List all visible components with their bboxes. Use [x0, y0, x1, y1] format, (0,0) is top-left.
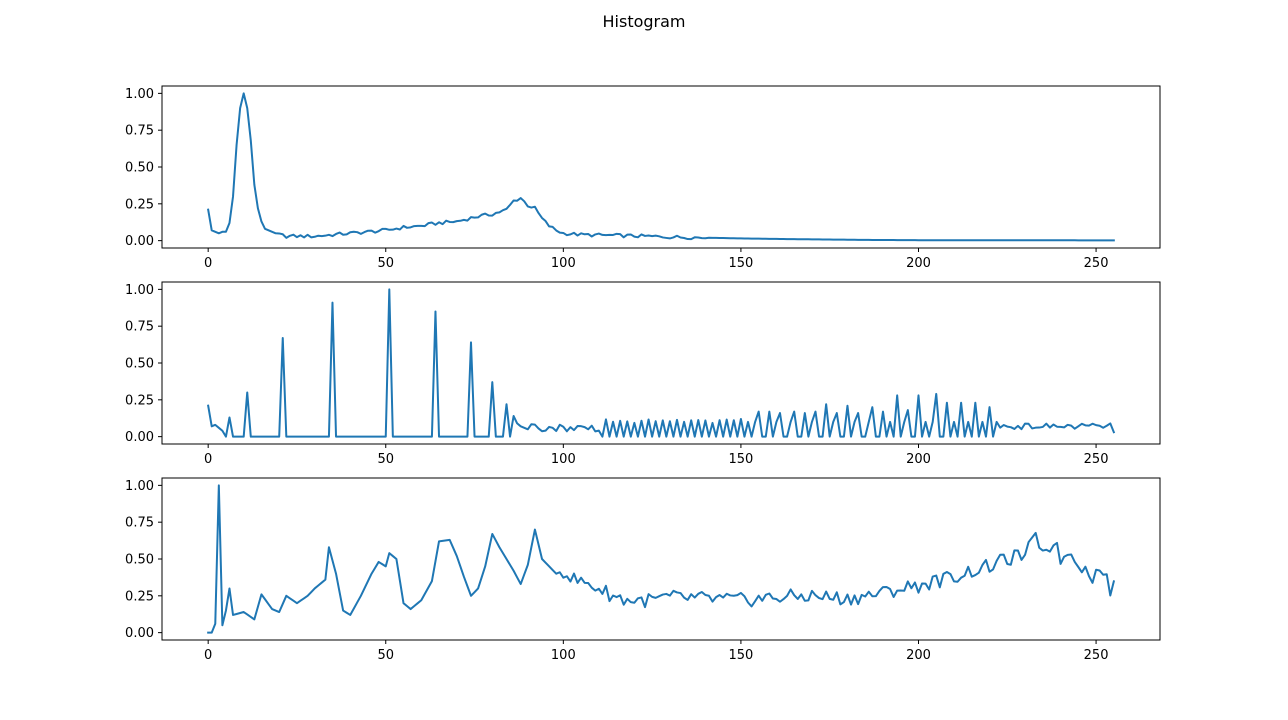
subplot-1: 0 50 100 150 200 250 0.00 0.25 0.50 0.75 1.00 [125, 85, 1161, 271]
subplots: 0 50 100 150 200 250 0.00 0.25 0.50 0.75 1.00 0 50 10… [125, 85, 1161, 663]
x-tick-label: 50 [377, 648, 394, 663]
y-tick-label: 0.00 [125, 234, 154, 249]
y-tick-label: 0.25 [125, 589, 154, 604]
figure-title: Histogram [603, 12, 686, 31]
x-tick-label: 250 [1084, 452, 1109, 467]
subplot-3: 0 50 100 150 200 250 0.00 0.25 0.50 0.75 1.00 [125, 477, 1161, 663]
x-tick-label: 100 [551, 256, 576, 271]
y-tick-label: 0.75 [125, 124, 154, 139]
subplot-2: 0 50 100 150 200 250 0.00 0.25 0.50 0.75 1.00 [125, 281, 1161, 467]
x-tick-label: 200 [906, 452, 931, 467]
x-tick-label: 250 [1084, 648, 1109, 663]
y-tick-label: 1.00 [125, 283, 154, 298]
y-tick-label: 0.75 [125, 516, 154, 531]
x-tick-label: 200 [906, 648, 931, 663]
y-tick-label: 0.50 [125, 553, 154, 568]
y-tick-label: 0.50 [125, 357, 154, 372]
x-tick-label: 150 [728, 256, 753, 271]
series-line-1-1 [207, 92, 1115, 242]
y-tick-label: 0.25 [125, 197, 154, 212]
y-tick-label: 0.75 [125, 320, 154, 335]
series-line-3-1 [207, 484, 1116, 634]
series-line-2-1 [207, 288, 1116, 438]
x-tick-label: 150 [728, 452, 753, 467]
y-tick-label: 0.25 [125, 393, 154, 408]
y-tick-label: 1.00 [125, 479, 154, 494]
y-tick-label: 0.00 [125, 626, 154, 641]
x-tick-label: 100 [551, 648, 576, 663]
y-tick-label: 0.00 [125, 430, 154, 445]
x-tick-label: 100 [551, 452, 576, 467]
x-tick-label: 50 [377, 256, 394, 271]
x-tick-label: 0 [204, 648, 212, 663]
y-tick-label: 0.50 [125, 161, 154, 176]
y-tick-label: 1.00 [125, 87, 154, 102]
x-tick-label: 50 [377, 452, 394, 467]
x-tick-label: 200 [906, 256, 931, 271]
x-tick-label: 150 [728, 648, 753, 663]
x-tick-label: 0 [204, 452, 212, 467]
x-tick-label: 250 [1084, 256, 1109, 271]
x-tick-label: 0 [204, 256, 212, 271]
